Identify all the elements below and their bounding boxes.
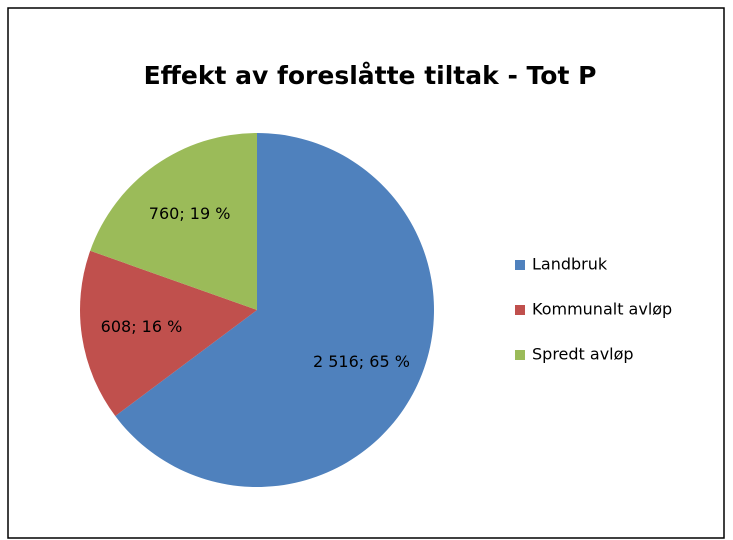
pie-slice: [115, 133, 435, 488]
legend-label: Kommunalt avløp: [532, 300, 672, 319]
legend-label: Spredt avløp: [532, 345, 634, 364]
legend-swatch: [515, 350, 525, 360]
data-label: 760; 19 %: [149, 204, 231, 223]
legend-swatch: [515, 305, 525, 315]
pie-slice: [90, 133, 257, 310]
data-label: 608; 16 %: [101, 317, 183, 336]
legend-label: Landbruk: [532, 255, 608, 274]
data-label: 2 516; 65 %: [313, 352, 410, 371]
pie-slice: [80, 250, 257, 417]
legend-swatch: [515, 260, 525, 270]
chart-title: Effekt av foreslåtte tiltak - Tot P: [144, 61, 597, 90]
